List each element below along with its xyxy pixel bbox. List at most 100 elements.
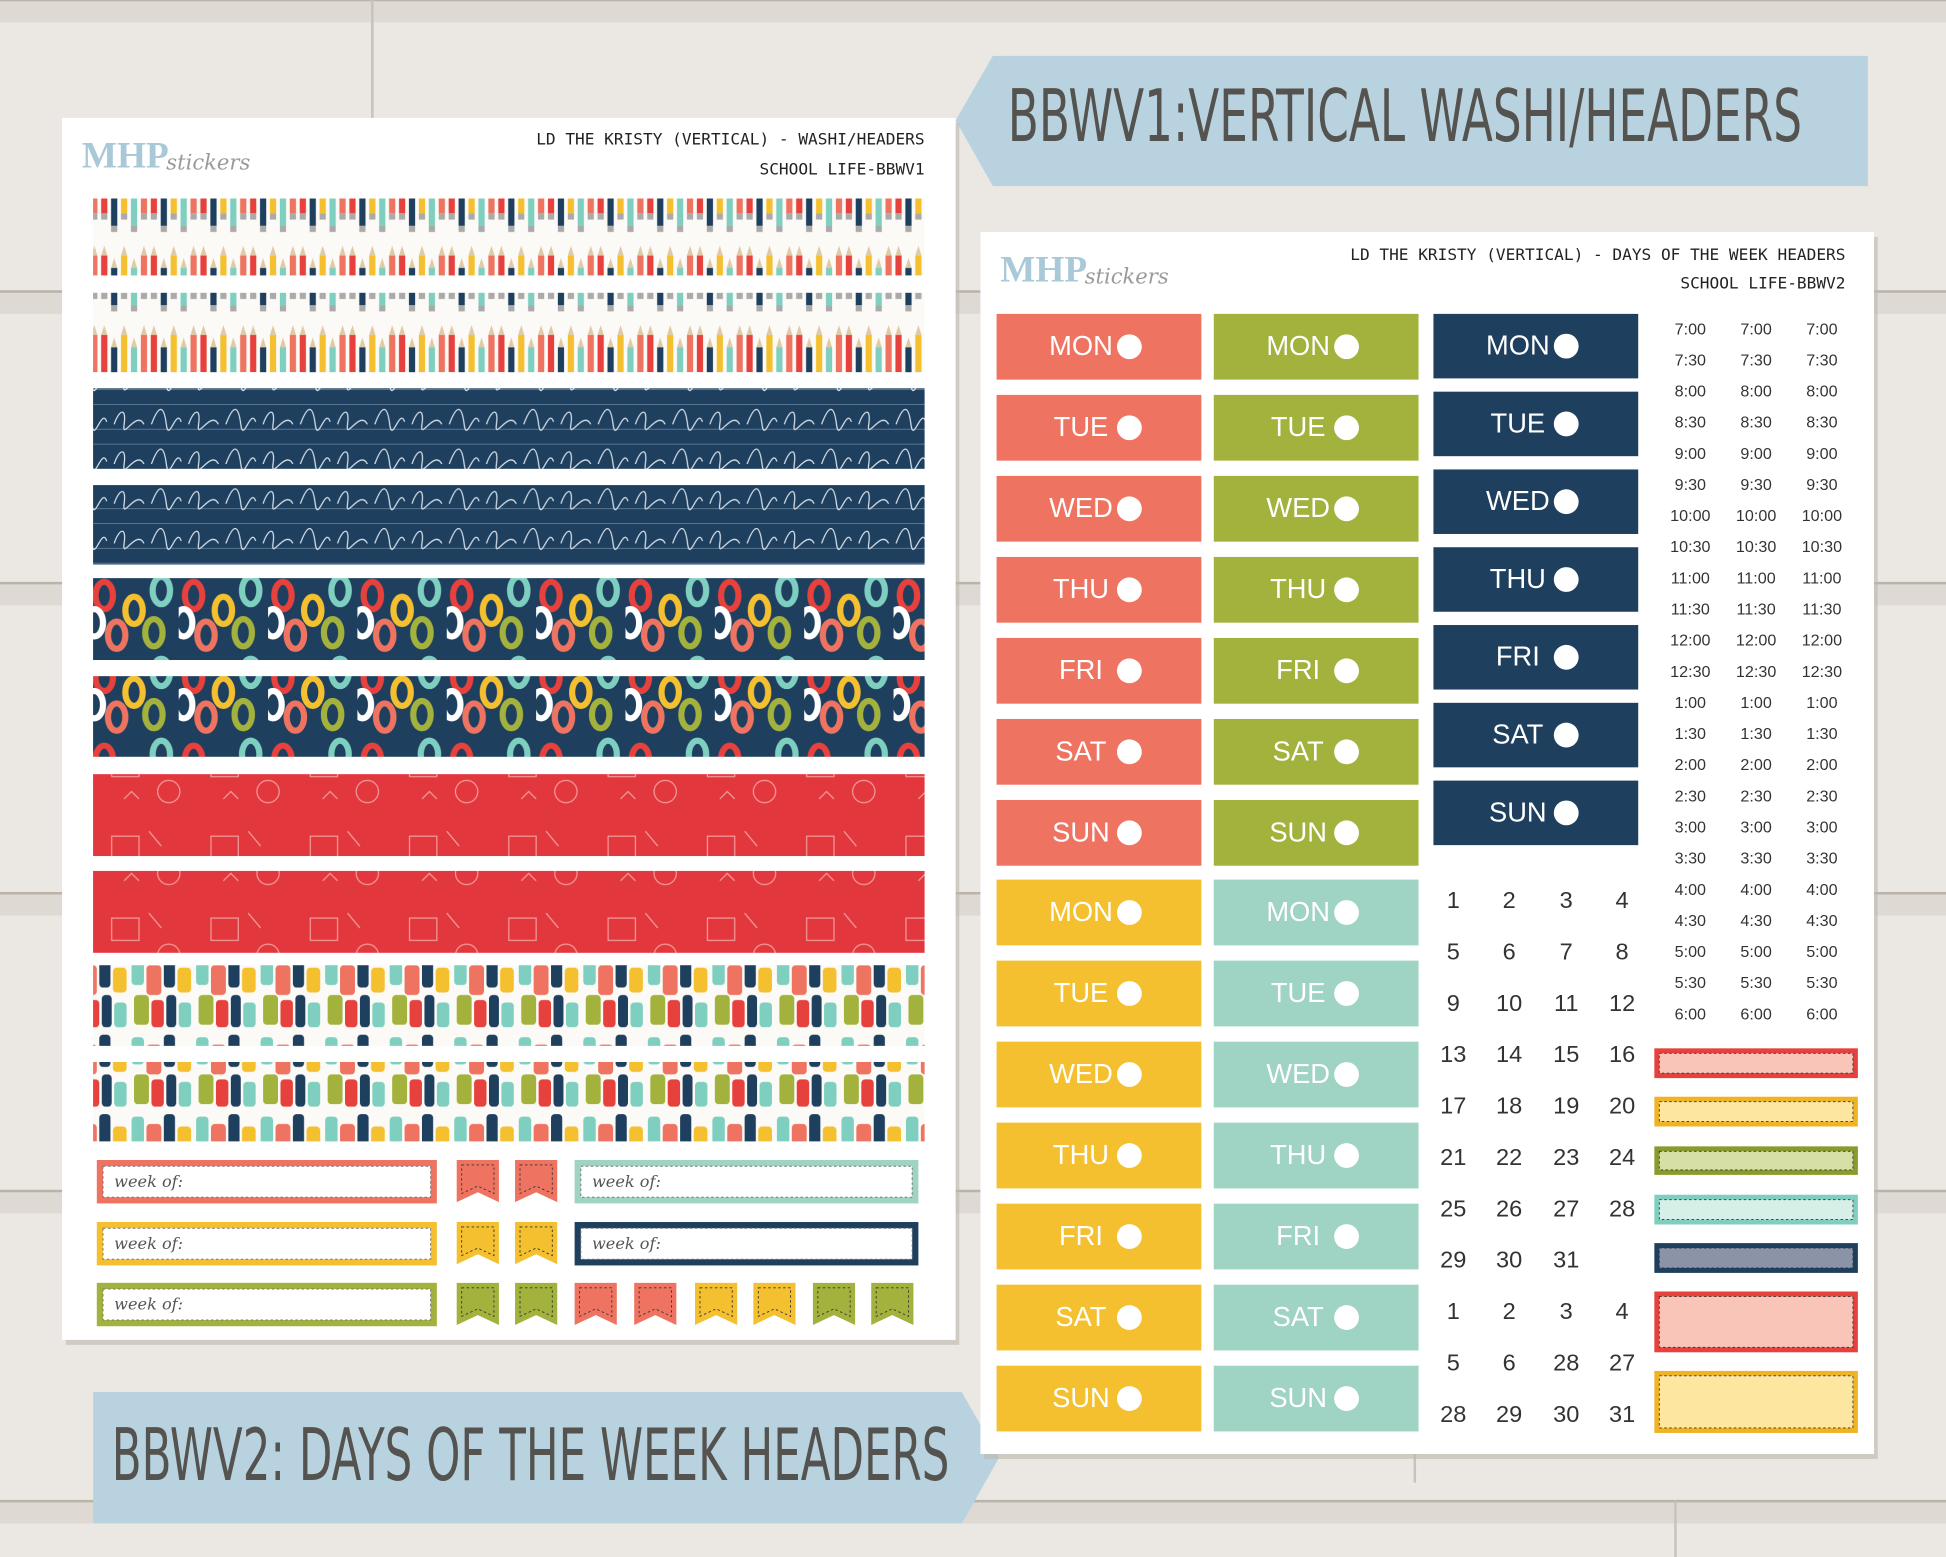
plank-shade (0, 0, 1946, 23)
day-label: WED (1049, 1058, 1113, 1089)
logo-brand: MHP (82, 135, 169, 176)
day-label: MON (1486, 330, 1550, 361)
time-label: 6:00 (1675, 1005, 1706, 1023)
day-dot (1553, 411, 1579, 437)
label-box-inner (1658, 1375, 1854, 1429)
washi-strip (93, 292, 925, 373)
time-label: 5:00 (1740, 943, 1771, 961)
week-box-inner (102, 1288, 432, 1321)
day-label: SAT (1273, 735, 1324, 766)
day-dot (1334, 658, 1359, 684)
flag (634, 1282, 677, 1326)
washi-strip (93, 198, 925, 276)
day-label: SAT (1055, 735, 1106, 766)
day-header (996, 1122, 1202, 1189)
time-label: 2:00 (1806, 756, 1837, 774)
calendar-number: 28 (1609, 1195, 1635, 1221)
time-label: 4:30 (1740, 912, 1771, 930)
day-dot (1116, 577, 1142, 603)
week-box-inner (102, 1227, 432, 1260)
day-header (1433, 313, 1639, 379)
day-label: FRI (1059, 1220, 1103, 1251)
calendar-number: 8 (1616, 939, 1629, 965)
day-label: WED (1486, 485, 1550, 516)
time-label: 11:00 (1802, 569, 1841, 587)
day-dot (1116, 1305, 1142, 1330)
washi-strip (93, 1061, 925, 1142)
day-header (996, 1284, 1202, 1351)
day-label: SUN (1269, 816, 1327, 847)
calendar-number: 2 (1503, 887, 1516, 913)
day-header (1213, 1365, 1419, 1432)
time-label: 9:30 (1806, 476, 1837, 494)
day-header (1213, 1203, 1419, 1270)
day-header (1213, 799, 1419, 866)
day-label: SAT (1492, 719, 1543, 750)
day-label: WED (1266, 492, 1330, 523)
time-label: 4:00 (1675, 881, 1706, 899)
time-label: 7:00 (1806, 320, 1837, 338)
calendar-number: 4 (1616, 1298, 1629, 1324)
day-header (1213, 718, 1419, 785)
day-label: THU (1270, 1139, 1326, 1170)
day-dot (1334, 1224, 1359, 1249)
calendar-number: 5 (1447, 939, 1460, 965)
time-label: 8:00 (1740, 383, 1771, 401)
time-label: 5:30 (1740, 974, 1771, 992)
washi-strip (93, 965, 925, 1046)
day-header (1433, 391, 1639, 457)
day-header (1213, 1284, 1419, 1351)
day-dot (1116, 1062, 1142, 1087)
day-dot (1116, 334, 1142, 360)
time-label: 1:00 (1740, 694, 1771, 712)
calendar-number: 6 (1503, 939, 1516, 965)
time-label: 2:30 (1740, 787, 1771, 805)
time-label: 7:00 (1675, 320, 1706, 338)
day-dot (1116, 1224, 1142, 1249)
calendar-number: 27 (1553, 1195, 1579, 1221)
label-box-inner (1658, 1052, 1854, 1074)
time-label: 1:30 (1806, 725, 1837, 743)
week-of-label: week of: (114, 1295, 183, 1314)
calendar-number: 18 (1496, 1093, 1522, 1119)
calendar-number: 9 (1447, 990, 1460, 1016)
calendar-number: 24 (1609, 1144, 1635, 1170)
day-header (1213, 313, 1419, 380)
calendar-number: 17 (1440, 1093, 1466, 1119)
time-label: 1:30 (1740, 725, 1771, 743)
calendar-number: 20 (1609, 1093, 1635, 1119)
calendar-number: 6 (1503, 1349, 1516, 1375)
day-label: THU (1053, 573, 1109, 604)
calendar-number: 14 (1496, 1041, 1522, 1067)
day-label: TUE (1054, 411, 1109, 442)
time-label: 8:30 (1740, 414, 1771, 432)
time-label: 12:30 (1670, 663, 1710, 681)
day-header (996, 475, 1202, 542)
flag (456, 1159, 499, 1203)
day-label: MON (1049, 330, 1113, 361)
day-header (1213, 879, 1419, 946)
calendar-number: 3 (1560, 887, 1573, 913)
calendar-number: 4 (1616, 887, 1629, 913)
day-dot (1334, 1305, 1359, 1330)
day-header (1433, 469, 1639, 534)
day-label: MON (1049, 896, 1113, 927)
calendar-number: 26 (1496, 1195, 1522, 1221)
day-dot (1334, 981, 1359, 1006)
logo-sub: stickers (166, 149, 250, 174)
calendar-number: 15 (1553, 1041, 1579, 1067)
time-label: 3:00 (1675, 819, 1706, 837)
time-label: 10:30 (1736, 538, 1776, 556)
time-label: 12:30 (1736, 663, 1776, 681)
day-label: SUN (1052, 816, 1110, 847)
time-label: 5:00 (1806, 943, 1837, 961)
day-dot (1334, 577, 1359, 603)
day-label: SUN (1489, 796, 1547, 827)
day-dot (1334, 1143, 1359, 1168)
week-of-label: week of: (114, 1234, 183, 1253)
time-label: 9:00 (1806, 445, 1837, 463)
time-label: 12:00 (1736, 632, 1776, 650)
day-dot (1334, 496, 1359, 522)
calendar-number: 28 (1440, 1401, 1466, 1427)
